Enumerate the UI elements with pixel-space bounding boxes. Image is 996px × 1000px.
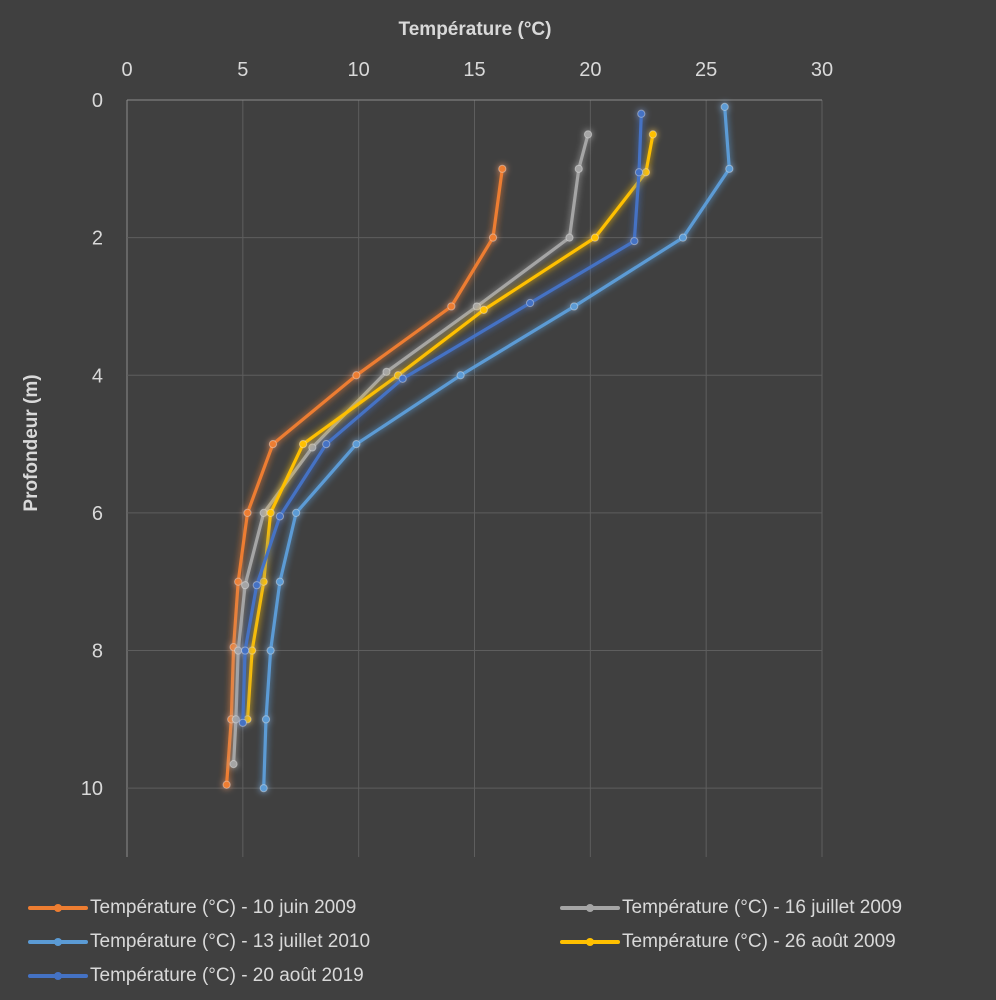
data-point	[565, 233, 574, 242]
x-tick-label: 25	[695, 59, 717, 81]
x-tick-label: 30	[811, 59, 833, 81]
data-point	[275, 512, 284, 521]
data-point	[498, 164, 507, 173]
data-point	[266, 508, 275, 518]
data-point	[241, 581, 250, 590]
y-tick-label: 6	[92, 503, 103, 525]
grid	[126, 99, 823, 857]
data-point	[252, 581, 261, 590]
data-point	[352, 371, 361, 380]
legend-item: Température (°C) - 20 août 2019	[28, 960, 560, 992]
data-point	[352, 439, 361, 449]
data-point	[259, 577, 268, 586]
x-tick-label: 10	[348, 59, 370, 81]
data-point	[720, 102, 729, 111]
legend: Température (°C) - 10 juin 2009 Températu…	[28, 892, 996, 992]
series-3	[259, 102, 734, 793]
data-point	[570, 302, 579, 311]
data-point	[526, 298, 535, 308]
series-line	[241, 112, 643, 725]
legend-label: Température (°C) - 20 août 2019	[90, 965, 364, 986]
data-point	[641, 168, 651, 177]
legend-swatch	[28, 935, 88, 949]
legend-label: Température (°C) - 10 juin 2009	[90, 897, 357, 918]
data-point	[479, 305, 488, 314]
series-line	[232, 132, 590, 766]
data-point	[259, 508, 268, 518]
y-tick-label: 2	[92, 228, 103, 250]
data-point	[382, 367, 391, 376]
data-point	[456, 371, 465, 380]
data-point	[222, 780, 231, 789]
x-tick-labels: 0 5 10 15 20 25 30	[121, 59, 833, 81]
x-tick-label: 5	[237, 59, 248, 81]
data-point	[259, 784, 268, 793]
data-point	[268, 439, 278, 449]
y-tick-labels: 0 2 4 6 8 10	[81, 90, 103, 800]
y-tick-label: 0	[92, 90, 103, 112]
data-point	[234, 646, 243, 655]
data-point	[298, 439, 308, 449]
data-point	[725, 164, 734, 173]
x-tick-label: 0	[121, 59, 132, 81]
legend-label: Température (°C) - 26 août 2009	[622, 931, 896, 952]
data-point	[229, 759, 238, 769]
data-point	[634, 168, 644, 177]
data-point	[678, 233, 688, 242]
data-point	[261, 715, 271, 724]
legend-label: Température (°C) - 13 juillet 2010	[90, 931, 371, 952]
data-point	[275, 577, 284, 586]
data-point	[630, 236, 639, 246]
data-point	[574, 164, 583, 173]
data-point	[234, 577, 243, 586]
series-1	[222, 164, 507, 789]
data-point	[308, 443, 317, 452]
y-tick-label: 8	[92, 641, 103, 663]
x-tick-label: 20	[579, 59, 601, 81]
data-point	[583, 130, 593, 139]
data-point	[472, 302, 481, 311]
series-line	[225, 167, 504, 787]
legend-item: Température (°C) - 16 juillet 2009	[560, 892, 996, 924]
data-point	[398, 374, 407, 383]
y-tick-label: 4	[92, 365, 103, 387]
data-point	[241, 646, 250, 655]
y-tick-label: 10	[81, 778, 103, 800]
data-point	[248, 646, 257, 655]
data-point	[447, 302, 456, 311]
data-point	[590, 233, 600, 242]
x-axis-title: Température (°C)	[399, 19, 552, 40]
data-point	[231, 715, 240, 724]
data-point	[322, 439, 331, 449]
legend-item: Température (°C) - 26 août 2009	[560, 926, 996, 958]
y-axis-title: Profondeur (m)	[21, 374, 42, 511]
legend-swatch	[28, 901, 88, 915]
data-point	[238, 718, 247, 727]
legend-swatch	[560, 935, 620, 949]
data-point	[648, 130, 657, 139]
legend-swatch	[28, 969, 88, 983]
legend-item: Température (°C) - 13 juillet 2010	[28, 926, 560, 958]
data-point	[266, 646, 275, 655]
series-5	[238, 109, 646, 727]
data-point	[488, 233, 498, 242]
series-lines	[222, 102, 734, 793]
x-tick-label: 15	[463, 59, 485, 81]
legend-item: Température (°C) - 10 juin 2009	[28, 892, 560, 924]
series-2	[229, 130, 593, 769]
legend-label: Température (°C) - 16 juillet 2009	[622, 897, 903, 918]
series-4	[243, 130, 657, 724]
data-point	[292, 508, 301, 518]
series-line	[245, 132, 655, 722]
data-point	[243, 508, 252, 518]
legend-swatch	[560, 901, 620, 915]
data-point	[637, 109, 646, 118]
